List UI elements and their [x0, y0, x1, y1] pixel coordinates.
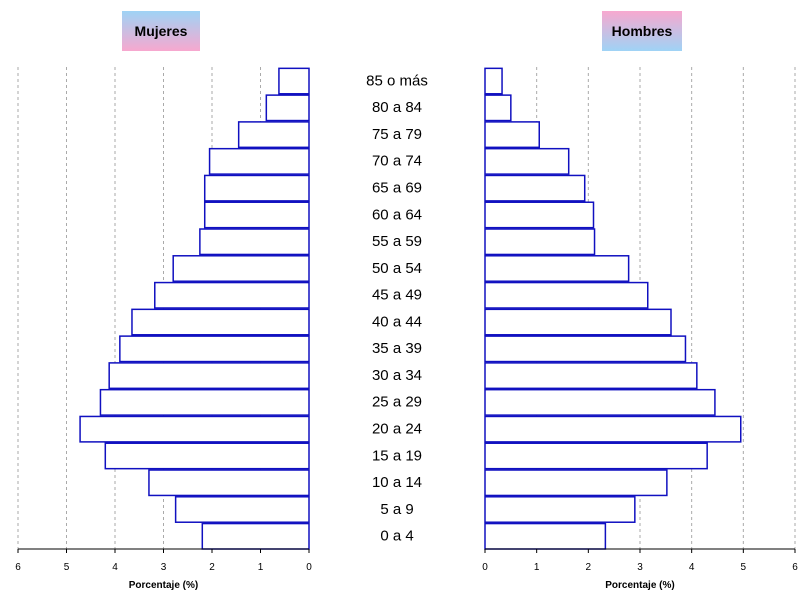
women-bar-4 [79, 415, 310, 443]
women-bars [79, 67, 310, 550]
men-tick-label: 0 [482, 562, 488, 573]
women-bar-9 [154, 281, 310, 309]
legend-women-label: Mujeres [134, 23, 188, 39]
men-bar-15 [484, 121, 540, 149]
age-label-6: 30 a 34 [372, 367, 422, 384]
women-bar-1 [174, 496, 310, 523]
women-bar-17 [278, 67, 310, 95]
women-tick-label: 3 [161, 562, 167, 573]
men-bar-4 [484, 415, 742, 443]
men-bar-17 [484, 67, 503, 95]
age-label-7: 35 a 39 [372, 340, 422, 357]
age-label-0: 0 a 4 [380, 528, 413, 545]
men-tick-label: 2 [586, 562, 592, 573]
age-label-17: 85 o más [366, 72, 428, 89]
legend-men: Hombres [602, 11, 682, 51]
women-bar-0 [201, 522, 310, 550]
women-bar-11 [199, 228, 310, 256]
age-label-2: 10 a 14 [372, 474, 422, 491]
women-bar-10 [172, 255, 310, 282]
men-x-axis: 0 1 2 3 4 5 6 Porcentaje (%) [482, 548, 798, 591]
women-bar-8 [131, 308, 310, 336]
age-label-13: 65 a 69 [372, 180, 422, 197]
age-label-12: 60 a 64 [372, 206, 422, 223]
men-axis-title: Porcentaje (%) [605, 580, 674, 591]
men-bar-16 [484, 94, 512, 122]
men-tick-label: 6 [792, 562, 798, 573]
men-bar-9 [484, 281, 649, 309]
men-tick-label: 3 [637, 562, 643, 573]
men-tick-label: 1 [534, 562, 540, 573]
men-bars [484, 67, 742, 550]
age-label-4: 20 a 24 [372, 421, 422, 438]
women-tick-label: 6 [15, 562, 21, 573]
age-label-9: 45 a 49 [372, 287, 422, 304]
men-bar-10 [484, 255, 630, 282]
age-group-labels: 0 a 4 5 a 9 10 a 14 15 a 19 20 a 24 25 a 29 30… [366, 72, 428, 544]
women-bar-3 [104, 442, 310, 470]
age-label-15: 75 a 79 [372, 126, 422, 143]
women-tick-label: 1 [258, 562, 264, 573]
women-bar-16 [265, 94, 310, 122]
women-bar-12 [203, 201, 310, 229]
women-tick-label: 0 [306, 562, 312, 573]
men-tick-label: 4 [689, 562, 695, 573]
men-bar-3 [484, 442, 708, 470]
men-bar-0 [484, 522, 607, 550]
age-label-10: 50 a 54 [372, 260, 422, 277]
legend-women: Mujeres [122, 11, 200, 51]
men-bar-14 [484, 147, 570, 175]
women-bar-13 [203, 174, 310, 202]
men-bar-5 [484, 388, 716, 416]
women-tick-label: 4 [112, 562, 118, 573]
women-bar-14 [208, 147, 310, 175]
age-label-5: 25 a 29 [372, 394, 422, 411]
men-bar-13 [484, 174, 586, 202]
men-bar-1 [484, 496, 636, 523]
men-bar-6 [484, 362, 698, 390]
age-label-14: 70 a 74 [372, 153, 422, 170]
women-bar-2 [148, 469, 310, 497]
women-tick-label: 2 [209, 562, 215, 573]
women-x-axis: 0 1 2 3 4 5 6 Porcentaje (%) [15, 548, 312, 591]
women-axis-title: Porcentaje (%) [129, 580, 198, 591]
men-bar-7 [484, 335, 687, 363]
age-label-3: 15 a 19 [372, 447, 422, 464]
age-label-16: 80 a 84 [372, 99, 422, 116]
women-tick-label: 5 [64, 562, 70, 573]
age-label-11: 55 a 59 [372, 233, 422, 250]
women-bar-15 [237, 121, 310, 149]
women-bar-6 [108, 362, 310, 390]
women-bar-5 [99, 388, 310, 416]
men-bar-8 [484, 308, 672, 336]
age-label-8: 40 a 44 [372, 313, 422, 330]
men-bar-12 [484, 201, 595, 229]
women-bar-7 [119, 335, 310, 363]
men-bar-11 [484, 228, 596, 256]
men-bar-2 [484, 469, 668, 497]
age-label-1: 5 a 9 [380, 501, 413, 518]
legend-men-label: Hombres [611, 23, 673, 39]
men-tick-label: 5 [741, 562, 747, 573]
